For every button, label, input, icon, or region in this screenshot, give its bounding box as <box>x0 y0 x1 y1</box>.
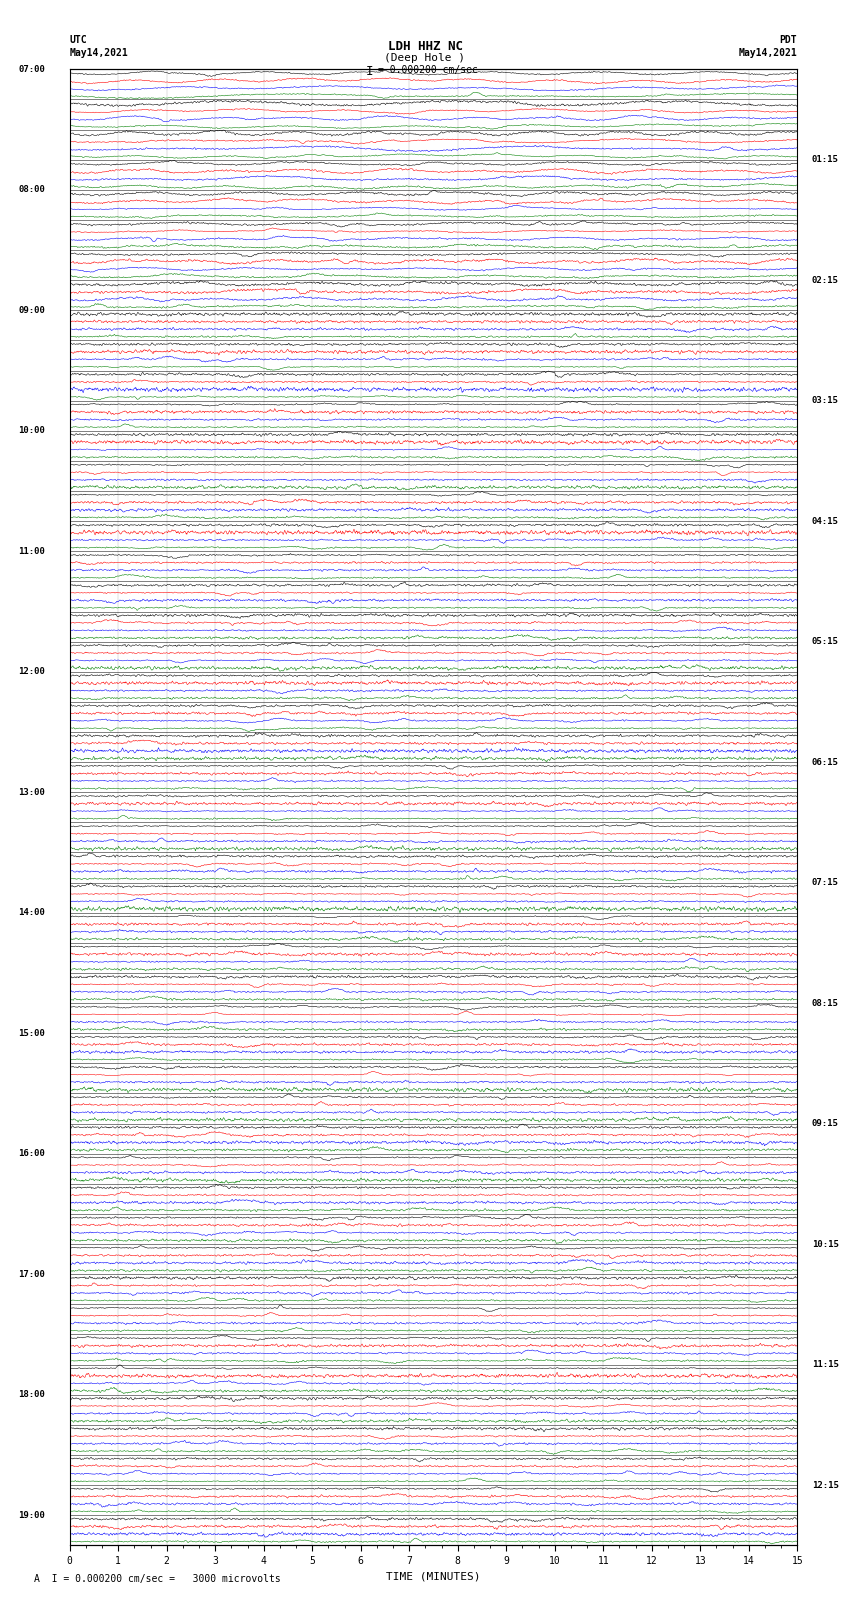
Text: (Deep Hole ): (Deep Hole ) <box>384 53 466 63</box>
Text: 06:15: 06:15 <box>812 758 839 766</box>
Text: 19:00: 19:00 <box>19 1511 45 1519</box>
Text: 12:15: 12:15 <box>812 1481 839 1489</box>
Text: 02:15: 02:15 <box>812 276 839 286</box>
Text: 05:15: 05:15 <box>812 637 839 647</box>
Text: 04:15: 04:15 <box>812 516 839 526</box>
Text: 08:15: 08:15 <box>812 998 839 1008</box>
Text: LDH HHZ NC: LDH HHZ NC <box>388 40 462 53</box>
Text: = 0.000200 cm/sec: = 0.000200 cm/sec <box>378 65 478 74</box>
Text: May14,2021: May14,2021 <box>739 48 797 58</box>
Text: 13:00: 13:00 <box>19 787 45 797</box>
Text: A  I = 0.000200 cm/sec =   3000 microvolts: A I = 0.000200 cm/sec = 3000 microvolts <box>34 1574 280 1584</box>
Text: UTC: UTC <box>70 35 88 45</box>
Text: 16:00: 16:00 <box>19 1148 45 1158</box>
Text: 18:00: 18:00 <box>19 1390 45 1398</box>
Text: I: I <box>366 65 373 77</box>
Text: May14,2021: May14,2021 <box>70 48 128 58</box>
Text: 12:00: 12:00 <box>19 668 45 676</box>
Text: 10:00: 10:00 <box>19 426 45 436</box>
Text: 10:15: 10:15 <box>812 1239 839 1248</box>
Text: 08:00: 08:00 <box>19 185 45 194</box>
Text: 11:00: 11:00 <box>19 547 45 556</box>
X-axis label: TIME (MINUTES): TIME (MINUTES) <box>386 1571 481 1581</box>
Text: PDT: PDT <box>779 35 797 45</box>
Text: 03:15: 03:15 <box>812 397 839 405</box>
Text: 01:15: 01:15 <box>812 155 839 165</box>
Text: 07:00: 07:00 <box>19 65 45 74</box>
Text: 09:00: 09:00 <box>19 306 45 315</box>
Text: 15:00: 15:00 <box>19 1029 45 1037</box>
Text: 14:00: 14:00 <box>19 908 45 918</box>
Text: 17:00: 17:00 <box>19 1269 45 1279</box>
Text: 07:15: 07:15 <box>812 877 839 887</box>
Text: 11:15: 11:15 <box>812 1360 839 1369</box>
Text: 09:15: 09:15 <box>812 1119 839 1127</box>
